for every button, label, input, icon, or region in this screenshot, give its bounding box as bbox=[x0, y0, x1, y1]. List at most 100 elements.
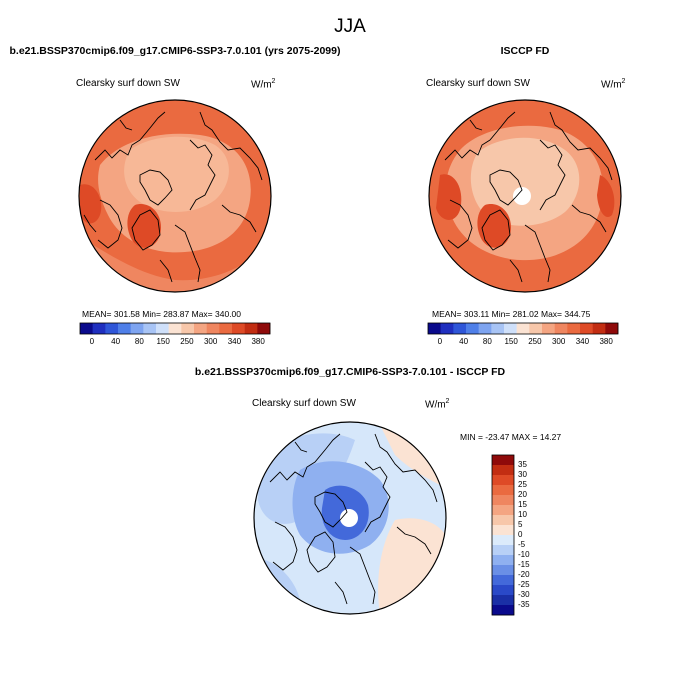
panel-1-colorbar-tick-label: 40 bbox=[111, 337, 121, 346]
panel-3-colorbar-swatch bbox=[492, 595, 514, 606]
panel-3-colorbar-tick-label: -35 bbox=[518, 600, 530, 609]
panel-3-colorbar-swatch bbox=[492, 515, 514, 526]
panel-3-colorbar-tick-label: 15 bbox=[518, 500, 527, 509]
panel-3-colorbar-swatch bbox=[492, 605, 514, 616]
panel-1-colorbar-tick-label: 250 bbox=[180, 337, 194, 346]
panel-3-colorbar-swatch bbox=[492, 525, 514, 536]
panel-3-colorbar-swatch bbox=[492, 505, 514, 516]
panel-2-colorbar-tick-label: 300 bbox=[551, 337, 566, 346]
panel-1-units: W/m2 bbox=[251, 78, 276, 91]
panel-2-stats: MEAN= 303.11 Min= 281.02 Max= 344.75 bbox=[432, 309, 591, 319]
panel-1-colorbar-swatch bbox=[257, 323, 271, 334]
panel-1-colorbar-tick-label: 150 bbox=[156, 337, 170, 346]
panel-3-colorbar-swatch bbox=[492, 555, 514, 566]
panel-2-colorbar-swatch bbox=[580, 323, 593, 334]
panel-2-colorbar-swatch bbox=[466, 323, 479, 334]
panel-3-colorbar-swatch bbox=[492, 485, 514, 496]
panel-3-colorbar-tick-label: 25 bbox=[518, 480, 527, 489]
panel-2-colorbar-tick-label: 250 bbox=[528, 337, 542, 346]
panel-1-colorbar-swatch bbox=[118, 323, 131, 334]
panel-2-colorbar-swatch bbox=[428, 323, 441, 334]
panel-2-colorbar-frame bbox=[427, 322, 619, 335]
panel-1-colorbar-swatch bbox=[143, 323, 157, 334]
panel-3-colorbar-tick-label: 20 bbox=[518, 490, 527, 499]
panel-2-colorbar-swatch bbox=[605, 323, 619, 334]
panel-2-colorbar-swatch bbox=[567, 323, 581, 334]
panel-3-colorbar-swatch bbox=[492, 545, 514, 556]
panel-3-stats: MIN = -23.47 MAX = 14.27 bbox=[460, 432, 562, 442]
panel-1-colorbar-swatch bbox=[194, 323, 207, 334]
panel-3-colorbar-labels: 35 30 25 20 15 10 5 0 -5 -10 -15 -20 -25 -30 -35 bbox=[518, 455, 548, 615]
panel-1-colorbar-swatch bbox=[105, 323, 119, 334]
panel-1-colorbar-swatch bbox=[130, 323, 144, 334]
panel-3-colorbar-tick-label: 5 bbox=[518, 520, 523, 529]
panel-1-colorbar-swatch bbox=[80, 323, 93, 334]
panel-1-colorbar-tick-label: 340 bbox=[227, 337, 242, 346]
panel-3-colorbar-frame bbox=[491, 454, 515, 616]
panel-1-colorbar-swatch bbox=[244, 323, 258, 334]
panel-1-colorbar-swatch bbox=[232, 323, 245, 334]
panel-1-colorbar-swatch bbox=[219, 323, 233, 334]
panel-2-colorbar-tick-label: 380 bbox=[599, 337, 613, 346]
panel-3-colorbar bbox=[491, 454, 515, 616]
panel-2-colorbar-swatch bbox=[542, 323, 555, 334]
panel-2-title: ISCCP FD bbox=[500, 45, 550, 57]
panel-2-variable-label: Clearsky surf down SW bbox=[426, 78, 530, 89]
panel-1-colorbar-tick-label: 380 bbox=[251, 337, 265, 346]
panel-2-colorbar-tick-label: 40 bbox=[459, 337, 469, 346]
panel-2-colorbar-tick-label: 150 bbox=[504, 337, 518, 346]
panel-2-polar-map bbox=[428, 99, 622, 293]
panel-3-colorbar-tick-label: 30 bbox=[518, 470, 527, 479]
panel-2-colorbar-tick-label: 340 bbox=[575, 337, 590, 346]
panel-1-colorbar-swatch bbox=[206, 323, 220, 334]
panel-3-title: b.e21.BSSP370cmip6.f09_g17.CMIP6-SSP3-7.… bbox=[194, 366, 506, 378]
panel-1-colorbar-tick-label: 0 bbox=[89, 337, 95, 346]
panel-2-colorbar-swatch bbox=[554, 323, 568, 334]
panel-3-colorbar-tick-label: -10 bbox=[518, 550, 530, 559]
panel-3-colorbar-swatch bbox=[492, 565, 514, 576]
panel-2-colorbar-swatch bbox=[504, 323, 517, 334]
panel-3-polar-map bbox=[253, 421, 447, 615]
panel-2-colorbar-swatch bbox=[491, 323, 505, 334]
panel-1-stats: MEAN= 301.58 Min= 283.87 Max= 340.00 bbox=[82, 309, 242, 319]
panel-3-colorbar-tick-label: -25 bbox=[518, 580, 530, 589]
panel-2-colorbar-swatch bbox=[592, 323, 606, 334]
panel-3-colorbar-swatch bbox=[492, 455, 514, 466]
panel-2-units: W/m2 bbox=[601, 78, 626, 91]
panel-2-colorbar-tick-label: 80 bbox=[482, 337, 492, 346]
panel-2-colorbar-tick-label: 0 bbox=[437, 337, 443, 346]
panel-3-colorbar-tick-label: 0 bbox=[518, 530, 523, 539]
panel-3-colorbar-swatch bbox=[492, 575, 514, 586]
panel-1-colorbar-swatch bbox=[181, 323, 195, 334]
panel-2-colorbar-labels: 0 40 80 150 250 300 340 380 bbox=[428, 337, 618, 349]
panel-2-colorbar-swatch bbox=[516, 323, 530, 334]
panel-2-colorbar-swatch bbox=[440, 323, 454, 334]
panel-1-variable-label: Clearsky surf down SW bbox=[76, 78, 180, 89]
panel-1-colorbar-tick-label: 300 bbox=[203, 337, 218, 346]
panel-1-title: b.e21.BSSP370cmip6.f09_g17.CMIP6-SSP3-7.… bbox=[9, 45, 341, 57]
panel-1-colorbar bbox=[79, 322, 271, 335]
panel-3-colorbar-swatch bbox=[492, 535, 514, 546]
panel-1-colorbar-tick-label: 80 bbox=[134, 337, 144, 346]
figure-title: JJA bbox=[334, 16, 366, 37]
panel-3-colorbar-tick-label: -15 bbox=[518, 560, 530, 569]
panel-2-colorbar-swatch bbox=[529, 323, 543, 334]
panel-3-colorbar-swatch bbox=[492, 585, 514, 596]
panel-3-units: W/m2 bbox=[425, 398, 450, 411]
panel-2-colorbar-swatch bbox=[453, 323, 467, 334]
panel-3-colorbar-tick-label: 10 bbox=[518, 510, 527, 519]
panel-3-colorbar-tick-label: 35 bbox=[518, 460, 527, 469]
panel-3-colorbar-tick-label: -30 bbox=[518, 590, 530, 599]
panel-1-polar-map bbox=[78, 99, 272, 293]
panel-3-colorbar-swatch bbox=[492, 495, 514, 506]
panel-3-colorbar-tick-label: -5 bbox=[518, 540, 526, 549]
panel-3-colorbar-tick-label: -20 bbox=[518, 570, 530, 579]
panel-3-variable-label: Clearsky surf down SW bbox=[252, 398, 356, 409]
panel-1-colorbar-swatch bbox=[168, 323, 182, 334]
panel-3-colorbar-swatch bbox=[492, 465, 514, 476]
panel-2-colorbar-swatch bbox=[478, 323, 492, 334]
panel-1-colorbar-swatch bbox=[156, 323, 169, 334]
panel-2-colorbar bbox=[427, 322, 619, 335]
panel-3-colorbar-swatch bbox=[492, 475, 514, 486]
panel-1-colorbar-labels: 0 40 80 150 250 300 340 380 bbox=[80, 337, 270, 349]
